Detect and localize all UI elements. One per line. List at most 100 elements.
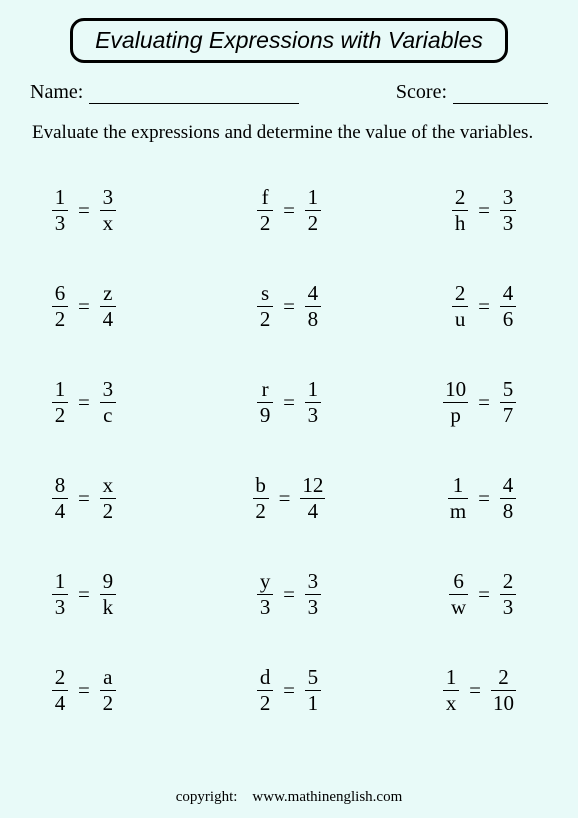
fraction-left: 13: [52, 186, 68, 233]
numerator: 5: [501, 378, 516, 400]
numerator: 3: [306, 570, 321, 592]
denominator: 4: [53, 692, 68, 714]
denominator: p: [448, 404, 463, 426]
fraction-left: y3: [257, 570, 273, 617]
score-blank-line[interactable]: [453, 82, 548, 104]
equals-sign: =: [78, 198, 90, 223]
denominator: 8: [501, 500, 516, 522]
denominator: k: [101, 596, 116, 618]
denominator: 2: [53, 404, 68, 426]
numerator: 6: [53, 282, 68, 304]
fraction-right: 124: [300, 474, 325, 521]
equals-sign: =: [478, 294, 490, 319]
fraction-left: 84: [52, 474, 68, 521]
problem-5: s2=48: [204, 258, 374, 354]
numerator: 4: [306, 282, 321, 304]
denominator: 2: [101, 500, 116, 522]
equals-sign: =: [279, 486, 291, 511]
denominator: x: [444, 692, 459, 714]
name-score-row: Name: Score:: [28, 81, 550, 104]
numerator: 1: [444, 666, 459, 688]
denominator: 3: [501, 212, 516, 234]
problem-15: 6w=23: [374, 546, 544, 642]
denominator: 8: [306, 308, 321, 330]
fraction-right: 48: [500, 474, 516, 521]
fraction-right: 33: [500, 186, 516, 233]
denominator: 2: [258, 212, 273, 234]
fraction-right: 13: [305, 378, 321, 425]
problem-3: 2h = 33: [374, 162, 544, 258]
problem-10: 84=x2: [34, 450, 204, 546]
problem-16: 24=a2: [34, 642, 204, 738]
problem-11: b2=124: [204, 450, 374, 546]
denominator: h: [453, 212, 468, 234]
denominator: 10: [491, 692, 516, 714]
problem-12: 1m=48: [374, 450, 544, 546]
problem-13: 13 = 9k: [34, 546, 204, 642]
fraction-right: 51: [305, 666, 321, 713]
equals-sign: =: [78, 582, 90, 607]
equals-sign: =: [78, 678, 90, 703]
fraction-right: 12: [305, 186, 321, 233]
numerator: 12: [300, 474, 325, 496]
numerator: x: [101, 474, 116, 496]
problem-18: 1x=210: [374, 642, 544, 738]
numerator: 4: [501, 282, 516, 304]
numerator: d: [258, 666, 273, 688]
problem-8: r9=13: [204, 354, 374, 450]
numerator: 3: [101, 186, 116, 208]
equals-sign: =: [478, 198, 490, 223]
denominator: c: [101, 404, 114, 426]
fraction-right: 48: [305, 282, 321, 329]
numerator: 2: [53, 666, 68, 688]
equals-sign: =: [283, 294, 295, 319]
denominator: x: [101, 212, 116, 234]
equals-sign: =: [478, 582, 490, 607]
denominator: 7: [501, 404, 516, 426]
denominator: 1: [306, 692, 321, 714]
numerator: b: [253, 474, 268, 496]
denominator: 4: [101, 308, 116, 330]
denominator: 2: [258, 308, 273, 330]
fraction-right: a2: [100, 666, 116, 713]
name-blank-line[interactable]: [89, 82, 299, 104]
numerator: r: [260, 378, 271, 400]
numerator: 1: [306, 186, 321, 208]
equals-sign: =: [78, 294, 90, 319]
footer-copyright: copyright:: [176, 789, 238, 805]
fraction-left: 2h: [452, 186, 468, 233]
title-wrap: Evaluating Expressions with Variables: [28, 18, 550, 63]
fraction-right: 9k: [100, 570, 116, 617]
equals-sign: =: [283, 582, 295, 607]
problems-grid: 13=3xf2=122h=3362=z4s2=482u=4612=3cr9=13…: [28, 162, 550, 738]
numerator: 8: [53, 474, 68, 496]
score-field: Score:: [396, 81, 548, 104]
fraction-right: 3x: [100, 186, 116, 233]
denominator: 3: [501, 596, 516, 618]
fraction-right: z4: [100, 282, 116, 329]
denominator: 2: [53, 308, 68, 330]
problem-9: 10p=57: [374, 354, 544, 450]
name-field: Name:: [30, 81, 299, 104]
numerator: 1: [306, 378, 321, 400]
fraction-left: f2: [257, 186, 273, 233]
numerator: 2: [453, 282, 468, 304]
fraction-left: 13: [52, 570, 68, 617]
fraction-right: 57: [500, 378, 516, 425]
equals-sign: =: [283, 678, 295, 703]
footer: copyright: www.mathinenglish.com: [0, 789, 578, 806]
denominator: 3: [258, 596, 273, 618]
fraction-right: x2: [100, 474, 116, 521]
equals-sign: =: [78, 390, 90, 415]
fraction-right: 210: [491, 666, 516, 713]
equals-sign: =: [78, 486, 90, 511]
problem-2: f2=12: [204, 162, 374, 258]
worksheet-page: Evaluating Expressions with Variables Na…: [0, 0, 578, 818]
fraction-left: 24: [52, 666, 68, 713]
numerator: 6: [451, 570, 466, 592]
denominator: w: [449, 596, 468, 618]
fraction-right: 46: [500, 282, 516, 329]
problem-14: y3 = 3 3: [204, 546, 374, 642]
equals-sign: =: [283, 390, 295, 415]
score-label: Score:: [396, 81, 447, 104]
